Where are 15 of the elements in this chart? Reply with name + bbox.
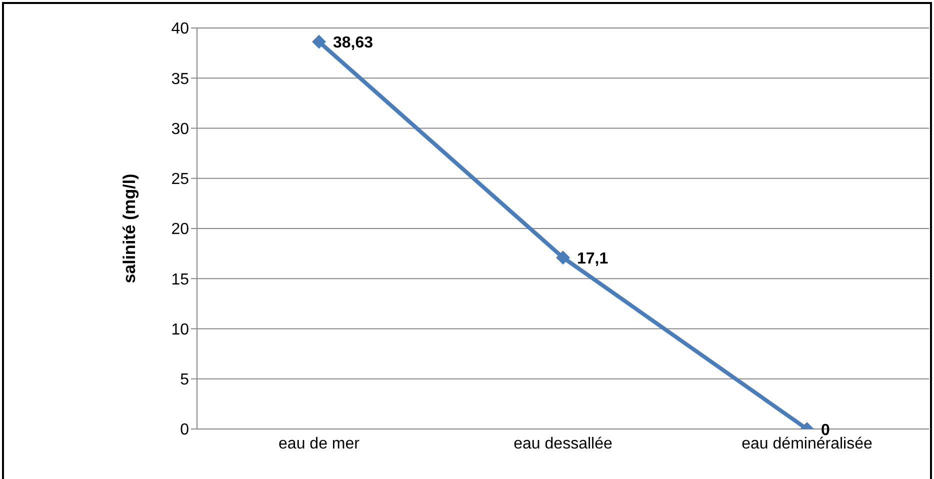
x-tick-label: eau dessallée <box>514 435 612 452</box>
y-tick-label: 0 <box>180 422 190 439</box>
y-tick-label: 30 <box>171 120 190 138</box>
y-tick-label: 15 <box>171 271 190 288</box>
y-tick-label: 10 <box>171 321 190 338</box>
y-tick-label: 40 <box>171 20 190 38</box>
x-tick-label: eau de mer <box>278 435 360 452</box>
y-tick-label: 25 <box>171 171 190 188</box>
y-tick-label: 20 <box>171 221 190 238</box>
y-tick-label: 5 <box>180 372 190 389</box>
y-axis-title: salinité (mg/l) <box>120 174 140 284</box>
x-tick-label: eau déminéralisée <box>742 435 872 452</box>
data-label: 38,63 <box>333 34 374 52</box>
data-label: 17,1 <box>577 250 608 268</box>
y-tick-label: 35 <box>171 70 190 88</box>
